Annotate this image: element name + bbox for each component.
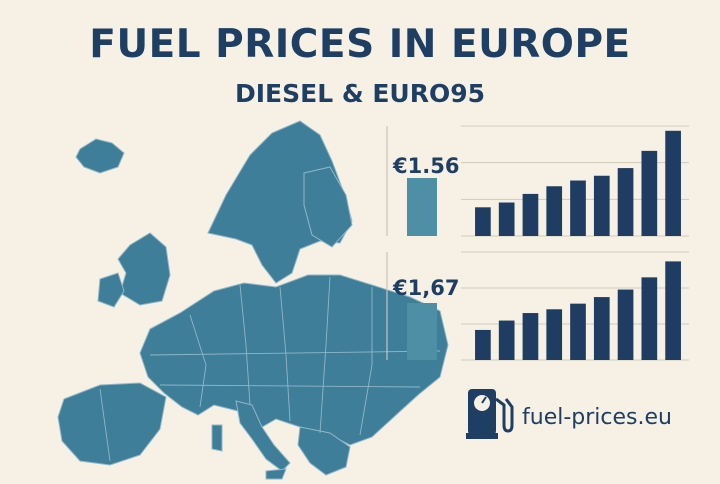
chart-bar [522,193,539,236]
chart-bar [593,297,610,360]
chart-bar [522,313,539,360]
page-title: FUEL PRICES IN EUROPE [89,22,631,67]
bar-chart-euro95 [461,251,689,361]
europe-map-graphic [57,120,449,480]
chart-bar [498,202,515,236]
chart-bar [665,130,681,236]
chart-bar [570,180,586,236]
chart-bar [498,320,515,360]
price-bar-euro95 [407,303,437,360]
chart-bar [570,303,586,360]
chart-bar [641,150,658,236]
chart-bar [475,329,491,360]
chart-bar [665,261,681,360]
bar-chart-diesel [461,125,689,237]
price-label-euro95: €1,67 [393,276,460,300]
page-subtitle: DIESEL & EURO95 [234,79,486,108]
chart-bar [546,309,563,360]
chart-bar [641,277,658,360]
price-label-diesel: €1.56 [393,154,460,178]
price-charts: €1.56 €1,67 [385,118,705,368]
chart-bar [617,289,634,360]
europe-map [0,115,460,480]
chart-bar [546,186,563,236]
brand-site-name[interactable]: fuel-prices.eu [522,405,672,430]
brand-logo[interactable]: fuel-prices.eu [466,383,706,443]
chart-bar [475,207,491,236]
chart-bar [617,168,634,236]
chart-bar [593,175,610,236]
price-bar-diesel [407,178,437,236]
fuel-pump-icon [466,389,514,439]
price-charts-graphic [386,125,689,361]
